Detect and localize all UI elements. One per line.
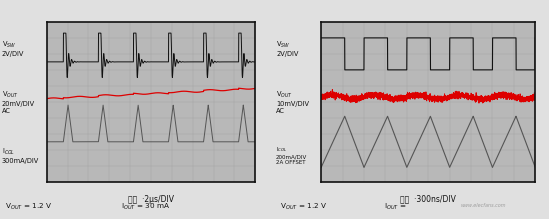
Text: I$_{COL}$
200mA/DIV
2A OFFSET: I$_{COL}$ 200mA/DIV 2A OFFSET <box>276 145 307 165</box>
Text: V$_{OUT}$ = 1.2 V: V$_{OUT}$ = 1.2 V <box>280 202 327 212</box>
Text: V$_{SW}$
2V/DIV: V$_{SW}$ 2V/DIV <box>2 40 24 57</box>
Text: I$_{OUT}$ = 30 mA: I$_{OUT}$ = 30 mA <box>121 202 170 212</box>
Text: V$_{SW}$
2V/DIV: V$_{SW}$ 2V/DIV <box>276 40 299 57</box>
Text: V$_{OUT}$ = 1.2 V: V$_{OUT}$ = 1.2 V <box>5 202 53 212</box>
Text: www.elecfans.com: www.elecfans.com <box>461 203 506 208</box>
Text: I$_{COL}$
300mA/DIV: I$_{COL}$ 300mA/DIV <box>2 147 39 164</box>
Text: V$_{OUT}$
10mV/DIV
AC: V$_{OUT}$ 10mV/DIV AC <box>276 90 309 114</box>
Text: 时间  ·300ns/DIV: 时间 ·300ns/DIV <box>400 195 456 204</box>
Text: V$_{OUT}$
20mV/DIV
AC: V$_{OUT}$ 20mV/DIV AC <box>2 90 35 114</box>
Text: I$_{OUT}$ =: I$_{OUT}$ = <box>384 202 408 212</box>
Text: 时间  ·2μs/DIV: 时间 ·2μs/DIV <box>128 195 174 204</box>
